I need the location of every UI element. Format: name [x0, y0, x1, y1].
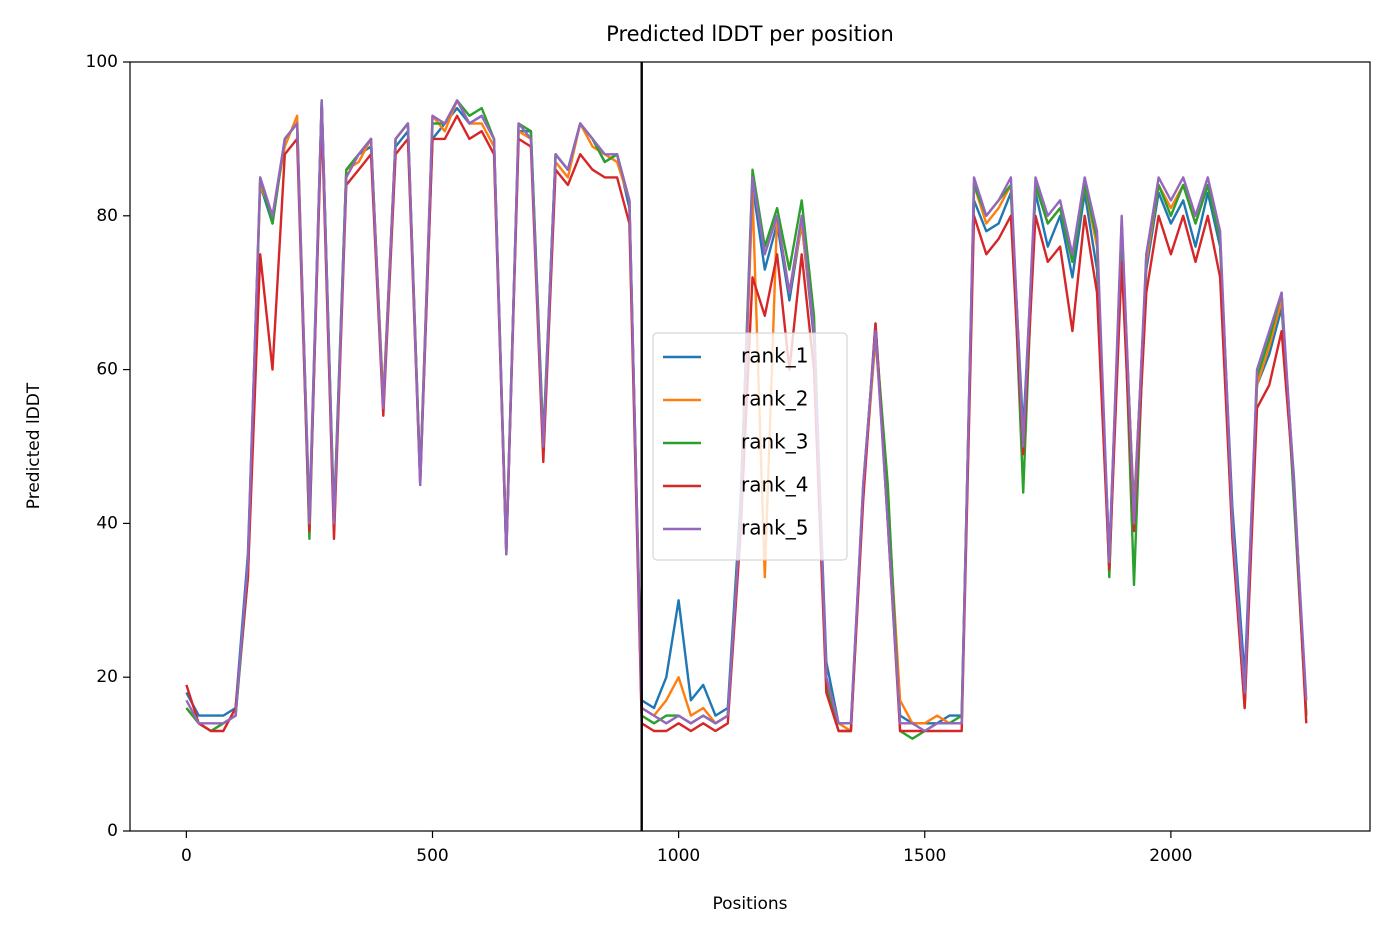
legend-box [652, 332, 848, 561]
legend-label: rank_3 [741, 430, 808, 454]
y-tick-label: 40 [96, 513, 118, 533]
legend-label: rank_2 [741, 387, 808, 411]
x-tick-label: 2000 [1149, 846, 1192, 866]
legend-label: rank_4 [741, 473, 808, 497]
plot-frame [129, 61, 1371, 832]
x-tick-label: 0 [181, 846, 192, 866]
y-tick-label: 60 [96, 360, 118, 380]
legend-label: rank_5 [741, 516, 808, 540]
y-tick-label: 80 [96, 206, 118, 226]
x-tick-label: 500 [416, 846, 448, 866]
chart-title: Predicted lDDT per position [606, 22, 894, 46]
x-tick-label: 1000 [657, 846, 700, 866]
y-tick-label: 20 [96, 667, 118, 687]
y-axis-label: Predicted lDDT [24, 382, 44, 509]
y-tick-label: 0 [107, 821, 118, 841]
y-tick-label: 100 [86, 52, 118, 72]
x-axis-label: Positions [712, 894, 787, 914]
x-tick-label: 1500 [903, 846, 946, 866]
legend-label: rank_1 [741, 344, 808, 368]
